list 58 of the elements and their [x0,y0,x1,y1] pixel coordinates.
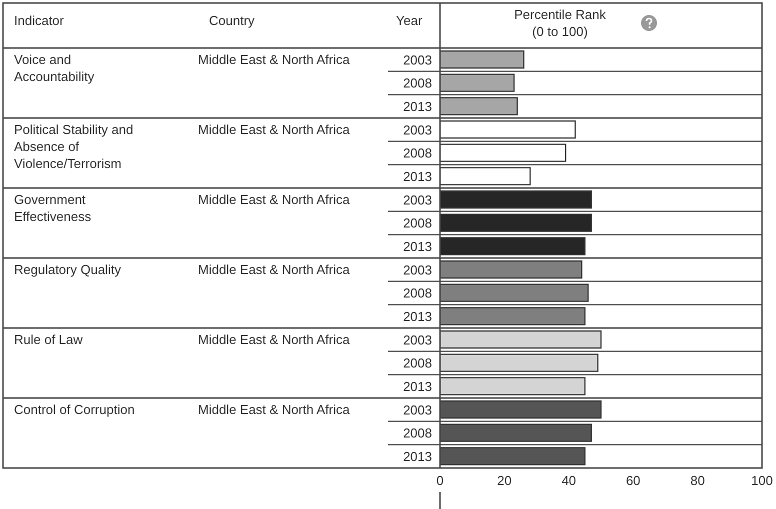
y-tick-label: 2013 [403,378,432,394]
y-tick-label: 2003 [403,192,432,208]
y-tick-label: 2013 [403,448,432,464]
bar [440,284,589,302]
bar [440,400,602,419]
bar [440,307,586,326]
y-tick-label: 2013 [403,238,432,254]
bar [440,120,576,139]
bar [440,354,598,372]
text: Country [209,13,255,28]
bar [440,447,586,466]
text: Middle East & North Africa [198,331,350,348]
x-tick-label: 20 [497,473,512,488]
y-tick-label: 2003 [403,122,432,138]
x-tick-label: 60 [626,473,640,488]
bar [440,237,586,256]
text: Middle East & North Africa [198,191,350,208]
bar [440,74,515,92]
bar [440,144,566,162]
x-tick-label: 0 [436,473,444,488]
x-tick-label: 100 [751,473,773,488]
text: Regulatory Quality [14,261,122,278]
bar [440,424,592,442]
text: Voice and Accountability [14,51,96,85]
bar [440,97,518,116]
bar [440,190,592,209]
text: Middle East & North Africa [198,121,350,138]
text: Control of Corruption [14,401,136,418]
x-axis-title: Percentile Rank (0 to 100) [513,6,607,40]
text: Government Effectiveness [14,191,92,225]
text: Middle East & North Africa [198,261,350,278]
y-tick-label: 2013 [403,308,432,324]
bar [440,330,602,349]
y-tick-label: 2003 [403,262,432,278]
y-tick-label: 2003 [403,402,432,418]
x-tick-label: 40 [562,473,576,488]
x-tick-label: 80 [690,473,705,488]
text: Political Stability and Absence of Violence/Terrorism [14,121,134,172]
bar [440,167,531,186]
y-tick-label: 2008 [403,286,432,301]
bar [440,50,524,69]
y-tick-label: 2013 [403,98,432,114]
y-tick-label: 2008 [403,426,432,441]
y-tick-label: 2008 [403,216,432,231]
text: Middle East & North Africa [198,51,350,68]
text: Middle East & North Africa [198,401,350,418]
y-tick-label: 2008 [403,356,432,371]
bar [440,214,592,232]
text: Indicator [14,13,64,28]
y-tick-label: 2003 [403,332,432,348]
text: Rule of Law [14,331,84,348]
bar [440,377,586,396]
y-tick-label: 2003 [403,52,432,68]
bar [440,260,582,279]
y-tick-label: 2008 [403,146,432,161]
text: Year [396,13,422,28]
y-tick-label: 2008 [403,76,432,91]
y-tick-label: 2013 [403,168,432,184]
